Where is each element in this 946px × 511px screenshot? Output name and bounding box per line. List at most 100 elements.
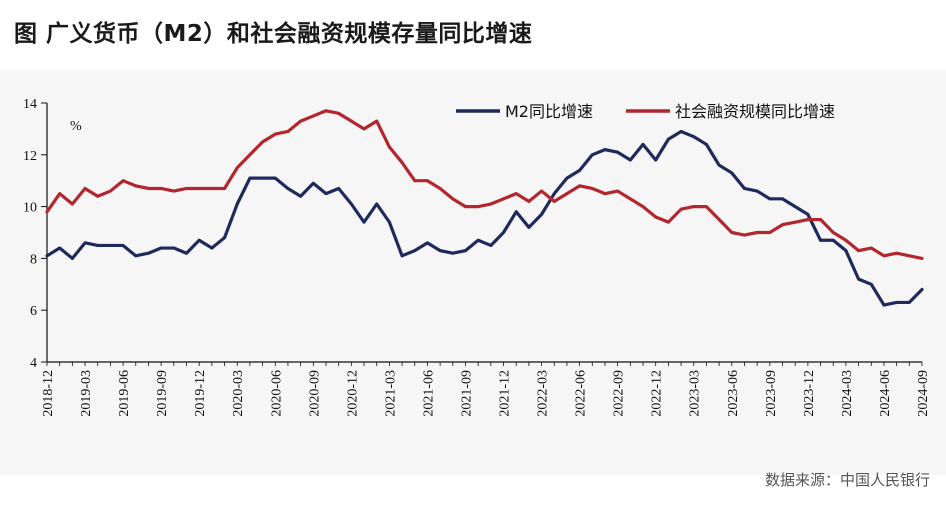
data-point <box>692 205 696 209</box>
data-point <box>641 143 645 146</box>
data-point <box>857 249 860 253</box>
data-point <box>692 135 696 139</box>
legend-label: 社会融资规模同比增速 <box>675 102 835 121</box>
data-point <box>134 184 138 188</box>
data-point <box>705 205 708 209</box>
data-point <box>869 282 873 286</box>
source-note: 数据来源：中国人民银行 <box>764 471 930 489</box>
data-point <box>58 246 62 250</box>
data-point <box>159 187 163 190</box>
data-point <box>882 254 886 258</box>
x-tick-label: 2022-06 <box>574 370 589 417</box>
data-point <box>540 212 543 216</box>
data-point <box>489 202 493 206</box>
x-tick-label: 2021-09 <box>459 370 474 417</box>
data-point <box>324 192 328 196</box>
tick-labels: 4 6 8 10 12 14% 2018-12 2019-03 2019-06 2019-09 20… <box>23 97 931 417</box>
data-point <box>96 194 100 198</box>
data-point <box>819 238 822 242</box>
data-point <box>819 218 822 221</box>
data-point <box>502 197 505 201</box>
data-point <box>159 246 163 250</box>
data-point <box>628 158 632 162</box>
data-point <box>717 218 721 221</box>
line-chart: 4 6 8 10 12 14% 2018-12 2019-03 2019-06 2019-09 20… <box>23 97 931 417</box>
data-point <box>666 137 670 141</box>
x-tick-label: 2019-06 <box>117 370 132 417</box>
data-point <box>426 179 429 183</box>
data-point <box>197 187 201 190</box>
data-point <box>83 187 87 190</box>
data-point <box>502 231 505 234</box>
series-lines <box>45 109 924 307</box>
data-point <box>311 114 315 118</box>
data-point <box>375 202 379 206</box>
data-point <box>831 231 835 234</box>
data-point <box>286 187 290 190</box>
data-point <box>907 254 911 258</box>
data-point <box>743 187 746 190</box>
data-point <box>514 192 518 196</box>
data-point <box>527 200 531 203</box>
data-point <box>679 130 683 133</box>
data-point <box>781 197 784 201</box>
data-point <box>261 176 264 180</box>
y-tick-label: 14 <box>23 97 37 112</box>
data-point <box>337 187 341 190</box>
data-point <box>844 249 848 253</box>
data-point <box>261 140 264 144</box>
data-point <box>223 236 226 240</box>
data-point <box>438 187 442 190</box>
data-point <box>185 251 188 255</box>
data-point <box>109 244 112 247</box>
data-point <box>552 200 556 203</box>
data-point <box>476 205 480 209</box>
data-point <box>578 168 582 172</box>
data-point <box>70 202 74 206</box>
data-point <box>349 202 353 206</box>
data-point <box>223 187 226 190</box>
x-tick-label: 2023-06 <box>726 370 741 417</box>
data-point <box>451 251 455 255</box>
x-tick-label: 2019-12 <box>193 370 208 417</box>
data-point <box>514 210 518 214</box>
series-line-m2 <box>45 129 924 307</box>
data-point <box>464 205 467 209</box>
data-point <box>717 163 721 167</box>
data-point <box>895 251 899 255</box>
data-point <box>565 176 569 180</box>
data-point <box>337 111 341 115</box>
data-point <box>831 238 835 242</box>
data-point <box>628 197 632 201</box>
data-point <box>311 181 315 185</box>
x-tick-label: 2022-12 <box>650 370 665 417</box>
data-point <box>489 244 493 247</box>
x-tick-label: 2023-03 <box>688 370 703 417</box>
data-point <box>616 189 620 193</box>
data-point <box>121 244 125 247</box>
y-tick-label: 4 <box>30 356 37 371</box>
data-point <box>641 205 645 209</box>
data-point <box>806 218 810 221</box>
data-point <box>730 171 734 175</box>
data-point <box>565 192 569 196</box>
data-point <box>654 215 658 219</box>
data-point <box>134 254 138 258</box>
y-tick-label: 12 <box>23 149 37 164</box>
data-point <box>96 244 100 247</box>
x-tick-label: 2019-09 <box>155 370 170 417</box>
data-point <box>527 225 531 229</box>
chart-title: 图 广义货币（M2）和社会融资规模存量同比增速 <box>14 21 533 47</box>
data-point <box>793 205 797 209</box>
data-point <box>907 301 911 304</box>
data-point <box>857 277 860 281</box>
y-tick-label: 8 <box>30 252 37 267</box>
data-point <box>755 231 759 234</box>
x-tick-label: 2022-09 <box>612 370 627 417</box>
x-tick-label: 2024-09 <box>916 370 931 417</box>
data-point <box>235 202 239 206</box>
data-point <box>793 220 797 224</box>
series-points-m2 <box>45 130 924 307</box>
x-tick-label: 2021-03 <box>383 370 398 417</box>
data-point <box>70 257 74 260</box>
